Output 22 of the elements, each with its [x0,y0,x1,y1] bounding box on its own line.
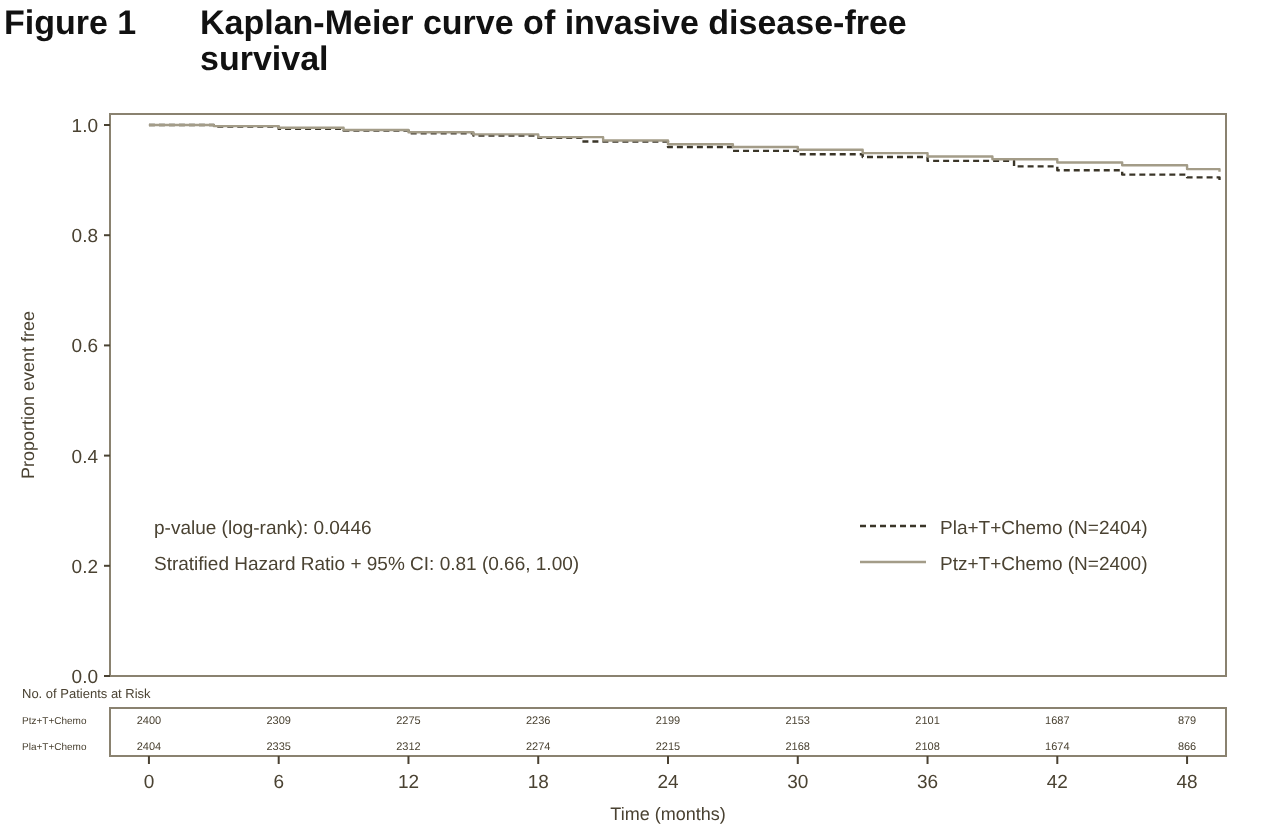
x-axis-title: Time (months) [610,804,726,824]
y-tick-label: 0.4 [71,446,98,469]
y-tick-label: 0.6 [71,336,98,359]
annotation: p-value (log-rank): 0.0446 [154,518,372,540]
x-tick-label: 6 [273,772,284,794]
x-tick-label: 42 [1046,772,1068,794]
y-tick-label: 0.0 [71,667,98,689]
y-axis-title: Proportion event free [18,310,38,480]
annotation: Stratified Hazard Ratio + 95% CI: 0.81 (0.66, 1.00) [154,554,580,576]
x-tick-label: 36 [916,772,939,794]
legend-label: Ptz+T+Chemo (N=2400) [940,554,1148,576]
chart-title: Figure 1 Kaplan-Meier curve of invasive disease-free survival [4,4,907,78]
y-tick-label: 0.8 [71,226,98,249]
legend-label: Pla+T+Chemo (N=2404) [940,518,1148,540]
y-tick-label: 1.0 [71,116,98,139]
x-tick-label: 18 [527,772,549,794]
y-tick-label: 0.2 [71,556,98,579]
x-tick-label: 48 [1176,772,1198,794]
x-tick-label: 12 [397,772,420,794]
x-tick-label: 0 [143,772,155,794]
x-tick-label: 30 [787,772,809,794]
x-tick-label: 24 [657,772,679,794]
